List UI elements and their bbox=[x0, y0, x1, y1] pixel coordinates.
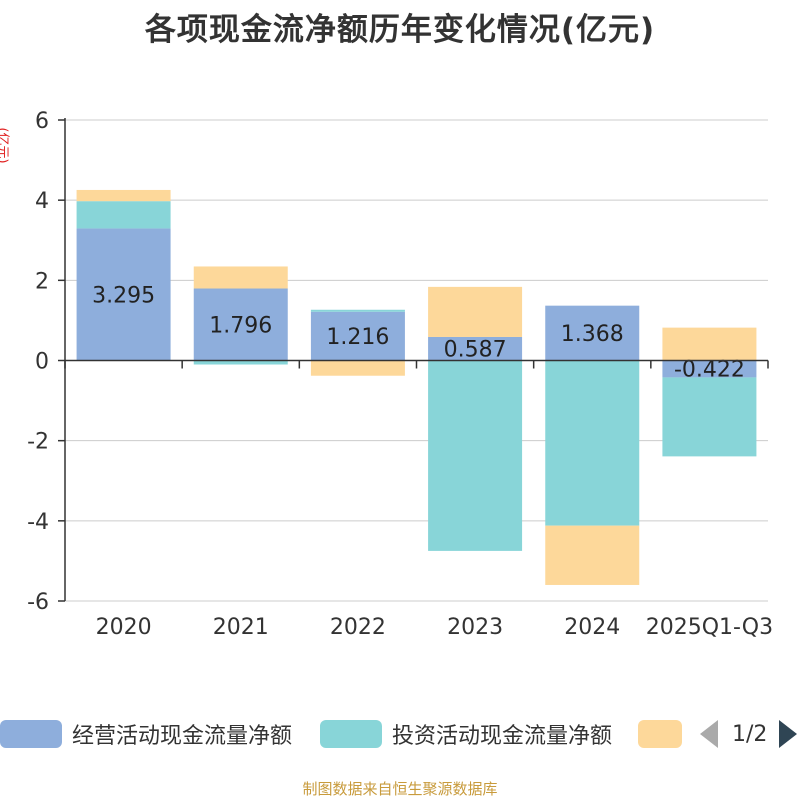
x-tick-label: 2025Q1-Q3 bbox=[646, 615, 773, 640]
y-tick-label: 2 bbox=[35, 269, 49, 294]
legend-swatch-operating bbox=[0, 720, 62, 748]
legend-label-operating: 经营活动现金流量净额 bbox=[72, 724, 293, 749]
bar-financing bbox=[193, 266, 288, 289]
bar-operating bbox=[76, 228, 171, 361]
data-label: 1.368 bbox=[561, 322, 624, 347]
bar-financing bbox=[545, 525, 640, 585]
bar-financing bbox=[310, 360, 405, 376]
legend-item-investing[interactable]: 投资活动现金流量净额 bbox=[320, 718, 612, 750]
bar-financing bbox=[662, 327, 757, 361]
bar-investing bbox=[193, 360, 288, 365]
bar-investing bbox=[76, 201, 171, 229]
y-tick-label: -4 bbox=[27, 510, 49, 535]
data-label: 3.295 bbox=[92, 283, 155, 308]
legend-item-operating[interactable]: 经营活动现金流量净额 bbox=[0, 718, 292, 750]
legend-next-page-icon[interactable] bbox=[779, 720, 798, 748]
legend-label-investing: 投资活动现金流量净额 bbox=[392, 724, 613, 749]
data-label: 0.587 bbox=[444, 338, 507, 363]
y-tick-label: -6 bbox=[27, 590, 49, 615]
y-tick-label: 4 bbox=[35, 189, 49, 214]
legend-pager: 1/2 bbox=[700, 718, 798, 750]
data-label: -0.422 bbox=[674, 358, 745, 383]
bar-financing bbox=[76, 189, 171, 202]
y-tick-label: 0 bbox=[35, 350, 49, 375]
legend-item-financing[interactable] bbox=[638, 718, 682, 750]
data-label: 1.216 bbox=[326, 325, 389, 350]
legend-prev-page-icon[interactable] bbox=[700, 720, 718, 748]
bar-operating bbox=[662, 360, 757, 378]
x-tick-label: 2020 bbox=[96, 615, 152, 640]
chart-area: -6 -4 -2 0 2 4 6 3.295 1.796 1.216 0.587 1.368 -0.42… bbox=[27, 109, 773, 640]
bar-investing bbox=[428, 360, 523, 551]
bar-operating bbox=[545, 305, 640, 361]
bar-operating bbox=[193, 288, 288, 361]
bar-investing bbox=[310, 309, 405, 312]
x-tick-label: 2022 bbox=[330, 615, 386, 640]
legend-swatch-financing bbox=[638, 720, 682, 748]
x-tick-label: 2021 bbox=[213, 615, 269, 640]
legend-swatch-investing bbox=[320, 720, 382, 748]
y-tick-label: -2 bbox=[27, 430, 49, 455]
y-tick-label: 6 bbox=[35, 109, 49, 134]
bar-operating bbox=[428, 336, 523, 361]
bar-investing bbox=[545, 360, 640, 526]
data-label: 1.796 bbox=[209, 314, 272, 339]
x-tick-label: 2023 bbox=[447, 615, 503, 640]
chart-title: 各项现金流净额历年变化情况(亿元) bbox=[144, 12, 656, 48]
bar-financing bbox=[428, 286, 523, 337]
data-source-note: 制图数据来自恒生聚源数据库 bbox=[302, 780, 498, 798]
legend-page-indicator: 1/2 bbox=[732, 721, 768, 747]
bar-operating bbox=[310, 311, 405, 361]
bar-investing bbox=[662, 377, 757, 457]
x-tick-label: 2024 bbox=[564, 615, 620, 640]
